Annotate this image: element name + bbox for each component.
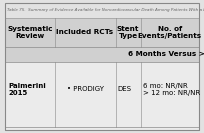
Text: • PRODIGY: • PRODIGY xyxy=(67,86,104,92)
Text: Palmerini
2015: Palmerini 2015 xyxy=(8,83,46,96)
Bar xyxy=(5,3,199,17)
Text: Systematic
Review: Systematic Review xyxy=(7,26,53,39)
Text: Included RCTs: Included RCTs xyxy=(57,29,114,35)
Bar xyxy=(5,62,199,127)
Text: 6 mo: NR/NR
> 12 mo: NR/NR: 6 mo: NR/NR > 12 mo: NR/NR xyxy=(143,83,200,96)
Text: Stent
Type: Stent Type xyxy=(117,26,139,39)
Text: No. of
Events/Patients: No. of Events/Patients xyxy=(138,26,202,39)
Text: Table 75.  Summary of Evidence Available for Noncardiovascular Death Among Patie: Table 75. Summary of Evidence Available … xyxy=(7,8,204,12)
Bar xyxy=(5,127,199,130)
Text: 6 Months Versus > 1: 6 Months Versus > 1 xyxy=(128,51,204,57)
Bar xyxy=(5,47,199,62)
Bar xyxy=(5,18,199,47)
Text: DES: DES xyxy=(118,86,132,92)
